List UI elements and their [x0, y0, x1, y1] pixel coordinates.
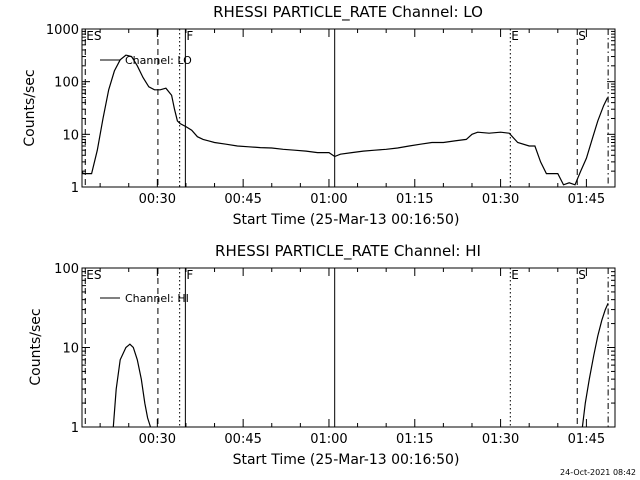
lo-x-tick-label: 01:30 — [482, 192, 519, 207]
hi-series-line — [112, 343, 152, 428]
lo-x-tick-label: 00:30 — [139, 192, 176, 207]
lo-channel-panel: RHESSI PARTICLE_RATE Channel: LO Start T… — [22, 3, 616, 228]
lo-y-tick-label: 10 — [62, 128, 79, 143]
lo-event-marker-label: S — [578, 29, 586, 43]
hi-channel-panel: RHESSI PARTICLE_RATE Channel: HI Start T… — [28, 242, 616, 468]
lo-legend-label: Channel: LO — [125, 54, 192, 67]
hi-y-tick-label: 10 — [62, 342, 79, 357]
lo-x-tick-label: 01:00 — [310, 192, 347, 207]
hi-x-tick-label: 01:15 — [396, 432, 433, 447]
lo-y-tick-label: 1000 — [46, 23, 79, 38]
hi-y-tick-label: 1 — [71, 421, 79, 436]
hi-y-tick-label: 100 — [54, 262, 79, 277]
hi-event-marker-label: ES — [86, 268, 101, 282]
lo-x-tick-label: 01:15 — [396, 192, 433, 207]
hi-x-tick-label: 00:30 — [139, 432, 176, 447]
lo-series-line — [81, 54, 609, 186]
hi-event-marker-label: F — [186, 268, 193, 282]
lo-chart-title: RHESSI PARTICLE_RATE Channel: LO — [213, 3, 483, 22]
hi-event-marker-label: S — [578, 268, 586, 282]
lo-y-tick-label: 100 — [54, 76, 79, 91]
lo-event-marker-label: E — [511, 29, 519, 43]
lo-plot-frame — [81, 28, 616, 188]
hi-chart-ylabel: Counts/sec — [28, 308, 44, 385]
lo-x-tick-label: 01:45 — [568, 192, 605, 207]
footer-timestamp: 24-Oct-2021 08:42 — [560, 468, 636, 477]
lo-event-marker-label: F — [186, 29, 193, 43]
hi-x-tick-label: 00:45 — [224, 432, 261, 447]
lo-event-marker-label: ES — [86, 29, 101, 43]
hi-series-line — [581, 303, 609, 428]
hi-chart-xlabel: Start Time (25-Mar-13 00:16:50) — [233, 452, 460, 468]
hi-x-tick-label: 01:30 — [482, 432, 519, 447]
hi-event-marker-label: E — [511, 268, 519, 282]
lo-chart-xlabel: Start Time (25-Mar-13 00:16:50) — [233, 212, 460, 228]
lo-y-tick-label: 1 — [71, 181, 79, 196]
hi-chart-title: RHESSI PARTICLE_RATE Channel: HI — [215, 242, 481, 261]
lo-chart-ylabel: Counts/sec — [22, 69, 38, 146]
hi-x-tick-label: 01:45 — [568, 432, 605, 447]
hi-x-tick-label: 01:00 — [310, 432, 347, 447]
hi-legend-label: Channel: HI — [125, 292, 189, 305]
lo-x-tick-label: 00:45 — [224, 192, 261, 207]
